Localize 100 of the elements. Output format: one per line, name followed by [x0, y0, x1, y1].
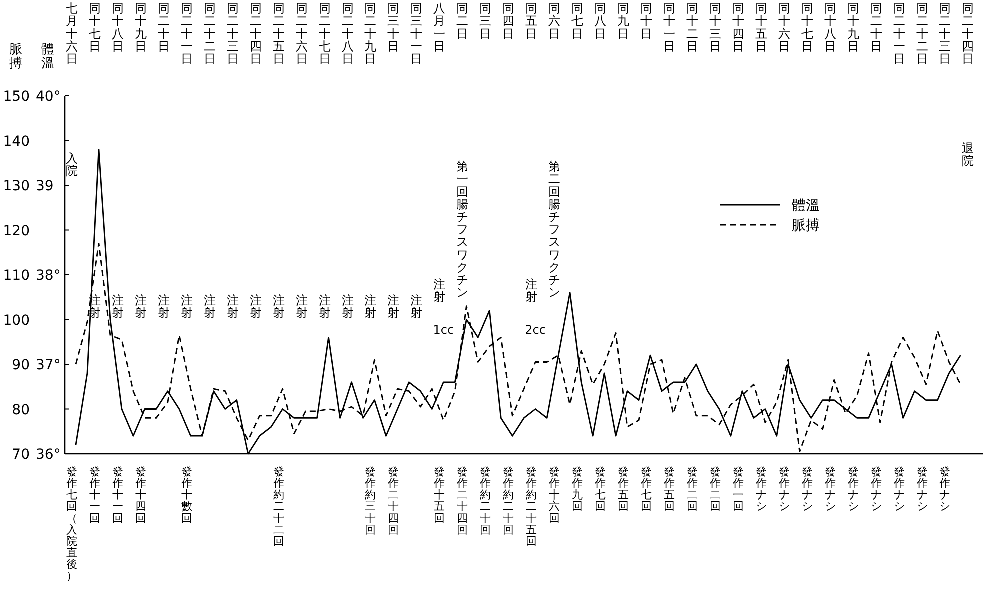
- annotation: 注射: [134, 294, 147, 320]
- annotation: 注射: [180, 294, 193, 320]
- text: 發作ナシ: [824, 466, 836, 514]
- text: 發作ナシ: [938, 466, 951, 514]
- annotation: 注射: [410, 294, 423, 320]
- annotation: 注射: [388, 294, 400, 320]
- y-tick-label: 140: [3, 134, 30, 150]
- y-tick-label: 80: [12, 402, 30, 418]
- x-tick-label: 同二十三日: [226, 2, 239, 66]
- x-tick-label: 同二十日: [158, 2, 170, 54]
- annotation: 注射: [204, 294, 216, 320]
- text: 發作十六回: [548, 466, 560, 525]
- x-tick-label: 同三十一日: [410, 2, 423, 66]
- annotation: 注射: [226, 294, 239, 320]
- annotation: 注射: [318, 294, 331, 320]
- x-tick-label: 同四日: [502, 2, 515, 41]
- annotation: 入院: [66, 152, 78, 178]
- text: 發作約二十回: [479, 466, 492, 536]
- y2-tick-label: 37°: [36, 358, 61, 374]
- x-tick-label: 同二日: [456, 2, 469, 41]
- x-tick-label: 同十一日: [663, 2, 676, 54]
- y-tick-label: 100: [3, 312, 30, 329]
- x-tick-label: 同十日: [640, 2, 652, 41]
- text: 發作ナシ: [778, 466, 790, 514]
- text: 發作二回: [708, 466, 721, 514]
- x-tick-label: 同二十三日: [939, 2, 952, 66]
- text: 發作十一回: [111, 466, 124, 525]
- x-tick-label: 同三十日: [388, 2, 400, 54]
- text: 發作一回: [732, 466, 744, 514]
- x-tick-label: 同十三日: [709, 2, 722, 54]
- y-tick-label: 130: [3, 178, 30, 194]
- y2-tick-label: 36°: [36, 447, 61, 463]
- y-tick-label: 150: [3, 89, 30, 105]
- text: 發作七回: [594, 466, 606, 514]
- x-tick-label: 同二十九日: [364, 2, 377, 66]
- text: 發作ナシ: [754, 466, 767, 514]
- x-tick-label: 同二十一日: [893, 2, 906, 66]
- x-tick-label: 同二十四日: [962, 2, 974, 66]
- x-tick-label: 同二十五日: [272, 2, 285, 66]
- text: 發作二十四回: [456, 466, 468, 536]
- x-tick-label: 同二十八日: [342, 2, 354, 66]
- annotation: 注射: [250, 294, 262, 320]
- x-tick-label: 七月十六日: [66, 2, 78, 66]
- x-tick-label: 同五日: [526, 2, 538, 41]
- y-axis-title: 脈搏: [10, 42, 22, 72]
- x-tick-label: 同二十七日: [318, 2, 331, 66]
- annotation: 注射: [112, 294, 124, 320]
- text: 發作ナシ: [916, 466, 928, 514]
- x-tick-label: 同十七日: [801, 2, 814, 54]
- annotation: 注射: [434, 278, 446, 304]
- text: 發作ナシ: [800, 466, 813, 514]
- y2-axis-title: 體溫: [42, 42, 54, 72]
- text: 第二回腸チフスワクチン: [548, 160, 561, 300]
- annotation: 注射: [272, 294, 285, 320]
- text: 發作ナシ: [892, 466, 905, 514]
- x-tick-label: 同十八日: [824, 2, 836, 54]
- x-tick-label: 同二十六日: [296, 2, 308, 66]
- annotation: 2cc: [525, 323, 546, 337]
- text: 發作五回: [662, 466, 675, 514]
- y2-tick-label: 40°: [36, 89, 61, 105]
- text: 發作七回: [641, 466, 652, 514]
- text: 發作ナシ: [846, 466, 859, 514]
- text: 發作二回: [686, 466, 698, 514]
- y2-tick-label: 38°: [36, 268, 61, 284]
- annotation: 1cc: [433, 323, 454, 337]
- x-tick-label: 同十五日: [755, 2, 768, 54]
- text: 發作十五回: [433, 466, 446, 525]
- x-tick-label: 同六日: [548, 2, 561, 41]
- x-tick-label: 同九日: [618, 2, 630, 41]
- y-tick-label: 90: [12, 358, 30, 374]
- x-tick-label: 同二十日: [870, 2, 882, 54]
- x-tick-label: 八月一日: [434, 2, 446, 54]
- annotation: 注射: [526, 278, 538, 304]
- annotation: 注射: [158, 294, 170, 320]
- x-tick-label: 同二十一日: [180, 2, 193, 66]
- annotation: 退院: [962, 142, 974, 168]
- text: 發作約三十回: [364, 466, 376, 536]
- text: 第一回腸チフスワクチン: [456, 160, 469, 300]
- text: 發作二十四回: [387, 466, 400, 536]
- x-tick-label: 同三日: [480, 2, 492, 41]
- text: 發作約二十二回: [272, 466, 284, 548]
- x-tick-label: 同十二日: [686, 2, 698, 54]
- y-tick-label: 70: [12, 447, 30, 463]
- annotation: 注射: [296, 294, 308, 320]
- annotation: 注射: [364, 294, 377, 320]
- text: 發作十四回: [134, 466, 146, 525]
- x-tick-label: 同十四日: [732, 2, 744, 54]
- legend-label: 體溫: [792, 198, 820, 214]
- x-tick-label: 同十七日: [88, 2, 101, 54]
- text: （入院直後）: [66, 512, 78, 582]
- x-tick-label: 同八日: [594, 2, 607, 41]
- text: 發作約二十五回: [525, 466, 538, 548]
- text: 發作九回: [571, 466, 584, 514]
- x-tick-label: 同七日: [572, 2, 584, 41]
- x-tick-label: 同二十二日: [916, 2, 928, 66]
- legend-label: 脈搏: [792, 218, 820, 234]
- y-tick-label: 120: [3, 223, 30, 240]
- y2-tick-label: 39: [36, 178, 54, 194]
- x-tick-label: 同十九日: [847, 2, 860, 54]
- text: 發作ナシ: [870, 466, 882, 514]
